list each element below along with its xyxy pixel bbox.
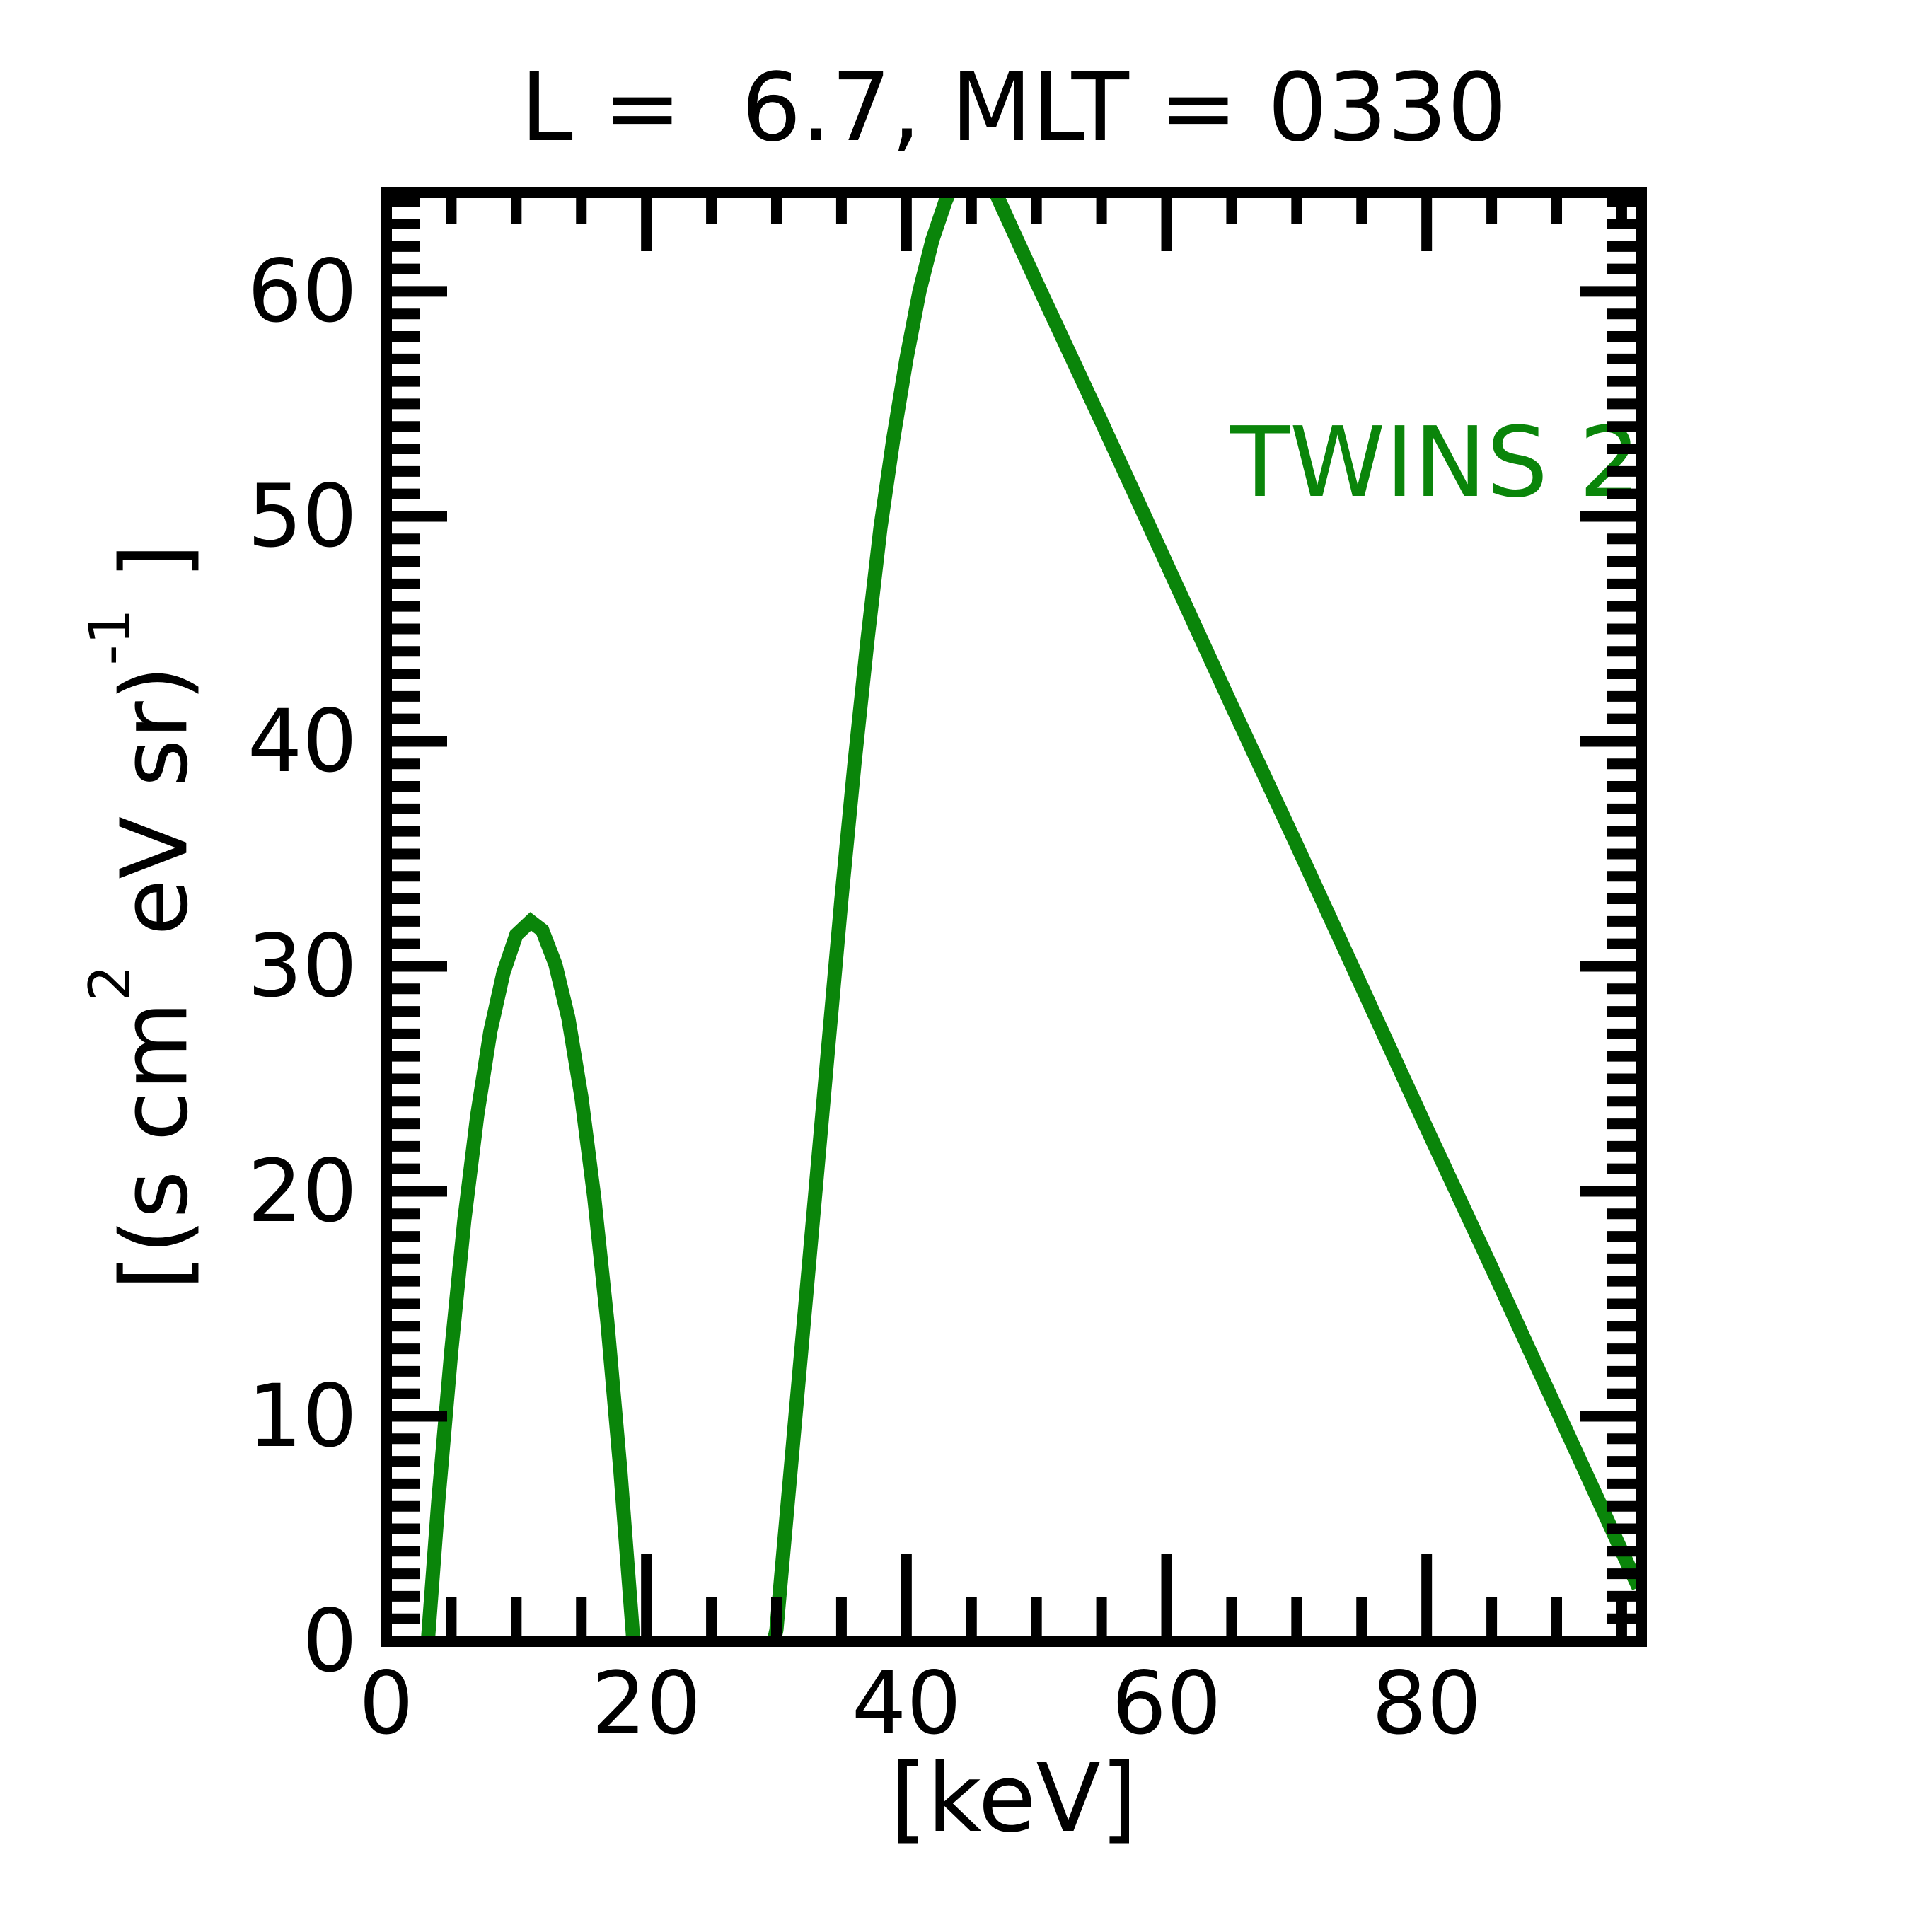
axis-ticks (381, 196, 1636, 1647)
y-tick-label: 50 (247, 465, 357, 567)
chart-title: L = 6.7, MLT = 0330 (520, 54, 1508, 163)
y-tick-label: 30 (247, 915, 357, 1017)
x-axis-label: [keV] (890, 1745, 1138, 1853)
plot-frame (381, 187, 1647, 1647)
x-tick-label: 80 (1372, 1653, 1482, 1754)
y-tick-label: 10 (247, 1365, 357, 1467)
y-tick-label: 0 (302, 1591, 357, 1691)
x-tick-label: 20 (591, 1653, 702, 1754)
y-tick-label: 20 (247, 1140, 357, 1242)
twins2-curve (420, 192, 1641, 1641)
y-tick-label: 60 (247, 241, 357, 342)
x-tick-label: 0 (359, 1653, 414, 1754)
x-tick-label: 60 (1111, 1653, 1222, 1754)
x-tick-label: 40 (851, 1653, 961, 1754)
y-tick-label: 40 (247, 690, 357, 792)
